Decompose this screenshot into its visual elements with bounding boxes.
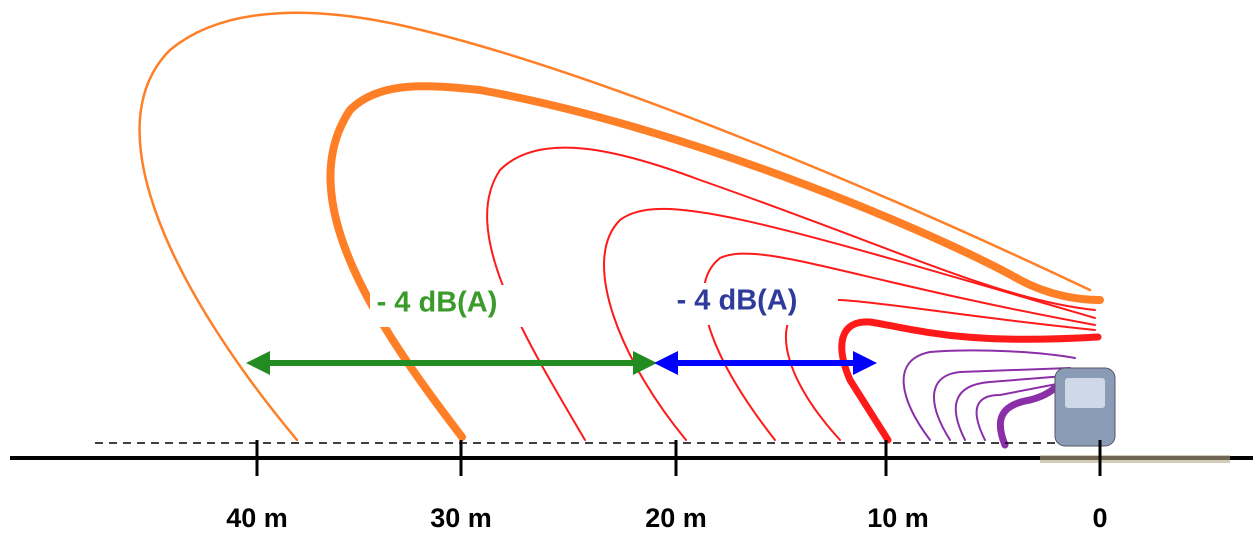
contour: [603, 207, 1096, 441]
tick-label: 20 m: [645, 503, 707, 533]
label-box: [370, 285, 535, 327]
tick-label: 40 m: [226, 503, 288, 533]
contour: [933, 367, 1071, 441]
tick-label: 30 m: [430, 503, 492, 533]
contour: [838, 318, 1102, 444]
annotation: - 4 dB(A): [377, 287, 498, 319]
track: [1040, 455, 1230, 463]
train-window: [1065, 378, 1105, 408]
contour: [902, 349, 1076, 441]
contours: [138, 11, 1104, 449]
contour: [702, 252, 1096, 441]
ticks: [255, 440, 1102, 476]
contour: [975, 382, 1063, 441]
train: [1040, 367, 1230, 463]
contour: [138, 11, 1092, 442]
label-box: [655, 283, 838, 325]
tick-label: 10 m: [867, 503, 929, 533]
tick-label: 0: [1092, 503, 1107, 533]
contour: [954, 375, 1066, 441]
contour: [326, 82, 1104, 441]
annotation: - 4 dB(A): [677, 285, 798, 317]
